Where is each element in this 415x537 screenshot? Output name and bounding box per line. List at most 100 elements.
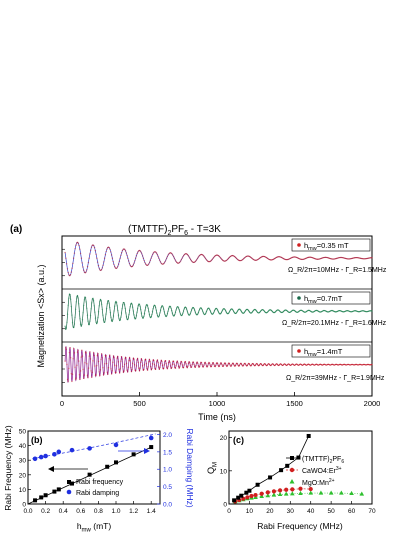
data-point xyxy=(158,257,160,259)
panel-b-ylabel-left: Rabi Frequency (MHz) xyxy=(3,425,13,511)
data-point xyxy=(78,303,80,305)
data-point xyxy=(212,362,214,364)
data-point xyxy=(127,317,130,319)
tmttf-point xyxy=(296,455,301,460)
data-point xyxy=(189,258,192,261)
data-point xyxy=(93,245,95,247)
data-point xyxy=(124,250,127,252)
annotation-a-3: Ω_R/2π=39MHz - Γ_R=1.9MHz xyxy=(286,375,385,382)
data-point xyxy=(112,361,114,363)
data-point xyxy=(102,314,104,316)
tmttf-point xyxy=(232,498,237,503)
data-point xyxy=(91,302,93,304)
data-point xyxy=(110,251,112,253)
data-point xyxy=(133,314,135,316)
data-point xyxy=(188,256,190,258)
x-tick-label: 30 xyxy=(287,508,295,515)
data-point xyxy=(174,311,177,314)
data-point xyxy=(139,367,141,369)
data-point xyxy=(206,309,208,311)
x-tick-label: 20 xyxy=(266,508,274,515)
data-point xyxy=(168,359,170,362)
data-point xyxy=(215,364,217,367)
data-point xyxy=(106,303,108,305)
data-point xyxy=(172,254,174,256)
data-point xyxy=(113,356,115,359)
data-point xyxy=(190,311,192,313)
data-point xyxy=(202,312,205,314)
x-tick-label: 40 xyxy=(307,508,315,515)
data-point xyxy=(104,321,106,323)
data-point xyxy=(173,257,176,259)
data-point xyxy=(113,310,115,312)
data-point xyxy=(153,363,156,366)
data-point xyxy=(94,317,97,319)
data-point xyxy=(185,308,188,310)
mgo-point xyxy=(308,490,314,495)
data-point xyxy=(122,365,124,368)
data-point xyxy=(108,247,110,249)
rabi-damping-point xyxy=(43,453,48,459)
data-point xyxy=(157,361,159,364)
data-point xyxy=(110,316,112,319)
data-point xyxy=(89,253,91,255)
data-point xyxy=(85,271,87,273)
data-point xyxy=(178,367,180,369)
panel-b-ticks: 0.0 0.2 0.4 0.6 0.8 1.0 1.2 1.4 0 10 20 30 40 50 0.0 0.… xyxy=(19,429,173,516)
data-point xyxy=(159,366,161,369)
data-point xyxy=(72,257,75,259)
data-point xyxy=(176,361,178,364)
data-point xyxy=(208,362,211,364)
data-point xyxy=(125,357,127,359)
data-point xyxy=(155,252,158,254)
data-point xyxy=(151,311,154,313)
panel-a-xlabel: Time (ns) xyxy=(198,412,236,422)
data-point xyxy=(130,370,133,373)
data-point xyxy=(126,254,128,257)
data-point xyxy=(90,308,92,310)
legend-b-marker-freq xyxy=(67,480,71,484)
data-point xyxy=(89,320,91,322)
data-point xyxy=(230,365,232,367)
data-point xyxy=(234,364,237,367)
data-point xyxy=(74,378,77,380)
rabi-frequency-point xyxy=(70,481,74,486)
data-point xyxy=(125,316,128,318)
tmttf-point xyxy=(306,433,311,438)
x-tick-label: 0 xyxy=(227,508,231,515)
data-point xyxy=(69,357,72,359)
data-point xyxy=(169,306,172,308)
data-point xyxy=(183,308,185,310)
panel-b-ylabel-right: Rabi Damping (MHz) xyxy=(185,428,195,508)
data-point xyxy=(153,359,155,362)
data-point xyxy=(188,361,190,363)
data-point xyxy=(143,312,146,315)
data-point xyxy=(203,364,205,366)
data-point xyxy=(119,319,121,321)
data-point xyxy=(102,367,104,369)
data-point xyxy=(128,313,130,316)
data-point xyxy=(142,317,144,319)
panel-a: 0 500 1000 1500 2000 hmw=0.35 mT Ω_R/2π=10MH… xyxy=(36,235,387,422)
data-point xyxy=(76,296,78,298)
data-point xyxy=(209,309,211,312)
data-point xyxy=(131,362,134,364)
data-point xyxy=(211,363,213,366)
data-point xyxy=(145,358,147,361)
data-point xyxy=(78,244,80,247)
data-point xyxy=(105,354,107,357)
data-point xyxy=(236,311,238,313)
data-point xyxy=(159,309,162,311)
rabi-frequency-point xyxy=(39,495,44,500)
data-point xyxy=(65,347,67,349)
panel-a-x-ticks: 0 500 1000 1500 2000 xyxy=(60,248,380,408)
data-point xyxy=(232,309,234,312)
data-point xyxy=(173,363,175,366)
data-point xyxy=(207,365,209,367)
y-right-tick-label: 0.5 xyxy=(163,484,172,491)
data-point xyxy=(254,364,257,366)
data-point xyxy=(86,314,89,316)
data-point xyxy=(97,311,100,313)
tmttf-line xyxy=(233,435,310,501)
data-point xyxy=(88,355,90,357)
